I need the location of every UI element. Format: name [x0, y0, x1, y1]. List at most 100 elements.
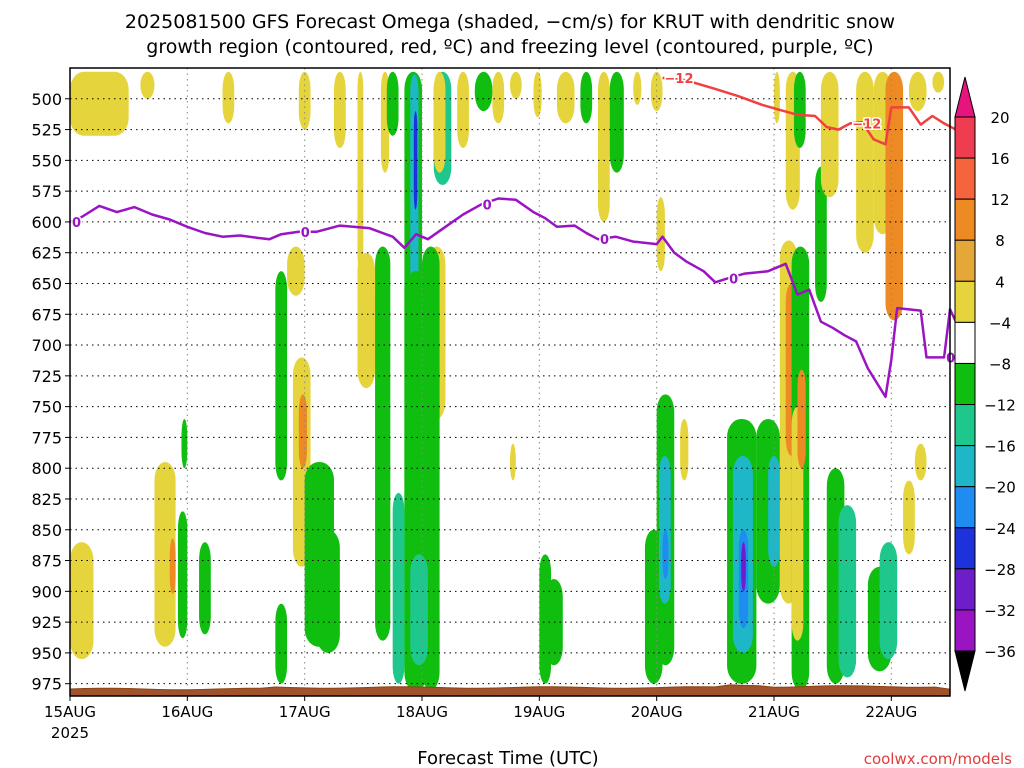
colorbar-swatch [954, 321, 976, 364]
freezing-level-label: 0 [483, 199, 492, 214]
omega-cell [820, 71, 839, 198]
freezing-level-label: 0 [301, 226, 310, 241]
x-tick-label: 20AUG [631, 703, 683, 721]
omega-cell [662, 529, 669, 580]
omega-cell [316, 529, 340, 653]
omega-cell [375, 246, 391, 641]
dendritic-growth-label: −12 [665, 72, 694, 87]
omega-cell [856, 71, 874, 253]
omega-cell [633, 71, 642, 105]
omega-cell [222, 71, 235, 124]
y-tick-label: 875 [31, 552, 62, 571]
y-axis: 500 525 550 575 600 625 650 675 700 725 750 775 800 8… [31, 90, 70, 694]
colorbar-swatch [954, 198, 976, 241]
y-tick-label: 775 [31, 428, 62, 447]
omega-cell [413, 111, 418, 210]
colorbar-label: 12 [990, 191, 1009, 209]
title-line-1: 2025081500 GFS Forecast Omega (shaded, −… [125, 11, 895, 33]
colorbar: 20 16 12 8 4 −4 −8 −12 −16 −20 −24 −28 −32 −36 [954, 76, 1016, 692]
credit-text: coolwx.com/models [864, 750, 1012, 768]
colorbar-swatch [954, 609, 976, 652]
colorbar-label: 8 [995, 232, 1005, 250]
y-tick-label: 750 [31, 398, 62, 417]
colorbar-label: −28 [984, 561, 1016, 579]
colorbar-swatch [954, 404, 976, 447]
colorbar-label: −12 [984, 397, 1016, 415]
x-axis: 15AUG 16AUG 17AUG 18AUG 19AUG 20AUG 21AUG 22AUG [44, 696, 917, 721]
x-tick-label: 22AUG [865, 703, 917, 721]
omega-cell [885, 71, 904, 321]
omega-cell [768, 455, 780, 567]
omega-cell [815, 166, 827, 302]
colorbar-swatch [954, 362, 976, 406]
colorbar-swatch [954, 527, 976, 570]
grid [70, 68, 950, 696]
colorbar-top-arrow [954, 76, 976, 118]
colorbar-label: −8 [989, 355, 1011, 373]
x-tick-label: 19AUG [513, 703, 565, 721]
omega-cell [199, 542, 211, 635]
omega-cell [298, 394, 308, 469]
colorbar-label: −4 [989, 314, 1011, 332]
colorbar-label: 16 [990, 150, 1009, 168]
colorbar-label: −36 [984, 643, 1016, 661]
y-tick-label: 850 [31, 521, 62, 540]
freezing-level-label: 0 [72, 216, 81, 231]
y-tick-label: 500 [31, 90, 62, 109]
omega-cell [932, 71, 945, 93]
colorbar-label: −20 [984, 479, 1016, 497]
omega-cell [275, 603, 288, 684]
omega-cell [154, 462, 176, 647]
omega-cell [140, 71, 155, 99]
omega-cell [492, 71, 505, 124]
omega-cell [680, 418, 689, 481]
colorbar-swatch [954, 239, 976, 282]
omega-cell [609, 71, 624, 173]
freezing-level-line [69, 197, 968, 399]
x-axis-year: 2025 [51, 724, 89, 742]
x-tick-label: 16AUG [161, 703, 213, 721]
freezing-level-label: 0 [600, 233, 609, 248]
omega-cell [181, 418, 188, 469]
x-axis-label: Forecast Time (UTC) [417, 748, 598, 768]
omega-cell [510, 443, 516, 481]
dendritic-growth-label: −12 [852, 117, 881, 132]
omega-cell [533, 71, 542, 118]
colorbar-label: 20 [990, 109, 1009, 127]
omega-cell [70, 71, 129, 136]
omega-cell [70, 542, 94, 660]
title-line-2: growth region (contoured, red, ºC) and f… [146, 36, 873, 58]
omega-cell [410, 554, 428, 666]
y-tick-label: 525 [31, 121, 62, 140]
omega-cell [510, 71, 522, 99]
omega-cell [433, 71, 446, 173]
plot-frame [69, 67, 951, 697]
omega-cell [838, 505, 857, 678]
omega-cell [457, 71, 469, 149]
omega-cell [386, 71, 399, 136]
y-tick-label: 900 [31, 582, 62, 601]
y-tick-label: 600 [31, 213, 62, 232]
omega-cell [287, 246, 305, 296]
omega-cell [793, 71, 806, 149]
omega-cell [656, 197, 665, 272]
omega-cell [598, 71, 610, 222]
omega-cell [298, 71, 311, 130]
omega-cell [177, 511, 188, 639]
omega-cell [908, 71, 927, 112]
y-tick-label: 800 [31, 459, 62, 478]
y-tick-label: 825 [31, 490, 62, 509]
omega-cell [275, 271, 288, 481]
y-tick-label: 700 [31, 336, 62, 355]
y-tick-label: 925 [31, 613, 62, 632]
y-tick-label: 650 [31, 274, 62, 293]
omega-cell [334, 71, 346, 149]
colorbar-label: 4 [995, 273, 1005, 291]
y-tick-label: 625 [31, 244, 62, 263]
colorbar-label: −32 [984, 602, 1016, 620]
colorbar-label: −16 [984, 438, 1016, 456]
omega-cell [903, 480, 915, 555]
x-tick-label: 15AUG [44, 703, 96, 721]
